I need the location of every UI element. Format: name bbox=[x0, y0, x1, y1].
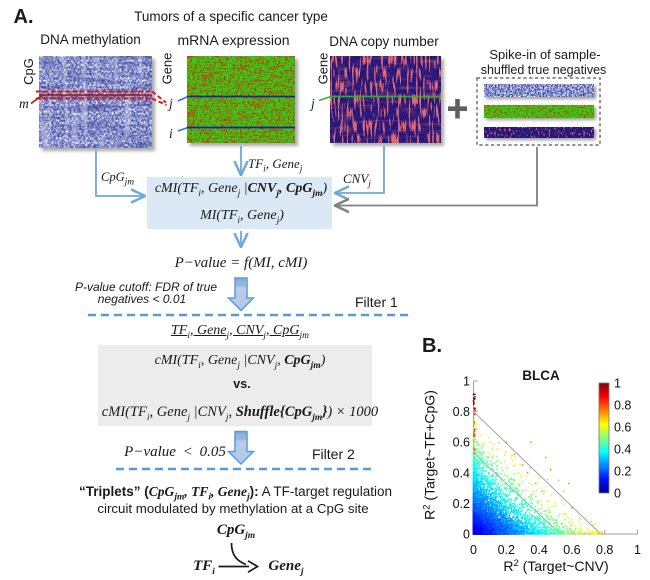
svg-text:1: 1 bbox=[614, 377, 621, 391]
svg-text:0.2: 0.2 bbox=[498, 543, 515, 557]
svg-text:R2 (Target~CNV): R2 (Target~CNV) bbox=[503, 558, 608, 575]
svg-text:R2 (Target~TF+CpG): R2 (Target~TF+CpG) bbox=[421, 390, 438, 520]
svg-text:0.4: 0.4 bbox=[530, 543, 547, 557]
svg-text:0.6: 0.6 bbox=[614, 421, 631, 435]
svg-text:1: 1 bbox=[634, 543, 641, 557]
svg-text:1: 1 bbox=[463, 375, 470, 389]
svg-text:0: 0 bbox=[614, 487, 621, 501]
svg-text:0.6: 0.6 bbox=[563, 543, 580, 557]
svg-text:0: 0 bbox=[463, 528, 470, 542]
svg-text:0.6: 0.6 bbox=[453, 436, 470, 450]
svg-text:0.8: 0.8 bbox=[453, 405, 470, 419]
svg-text:0.8: 0.8 bbox=[614, 399, 631, 413]
svg-text:0.2: 0.2 bbox=[453, 497, 470, 511]
svg-text:0.4: 0.4 bbox=[614, 443, 631, 457]
svg-text:0.8: 0.8 bbox=[596, 543, 613, 557]
svg-text:0.2: 0.2 bbox=[614, 465, 631, 479]
svg-text:0: 0 bbox=[470, 543, 477, 557]
svg-text:0.4: 0.4 bbox=[453, 466, 470, 480]
